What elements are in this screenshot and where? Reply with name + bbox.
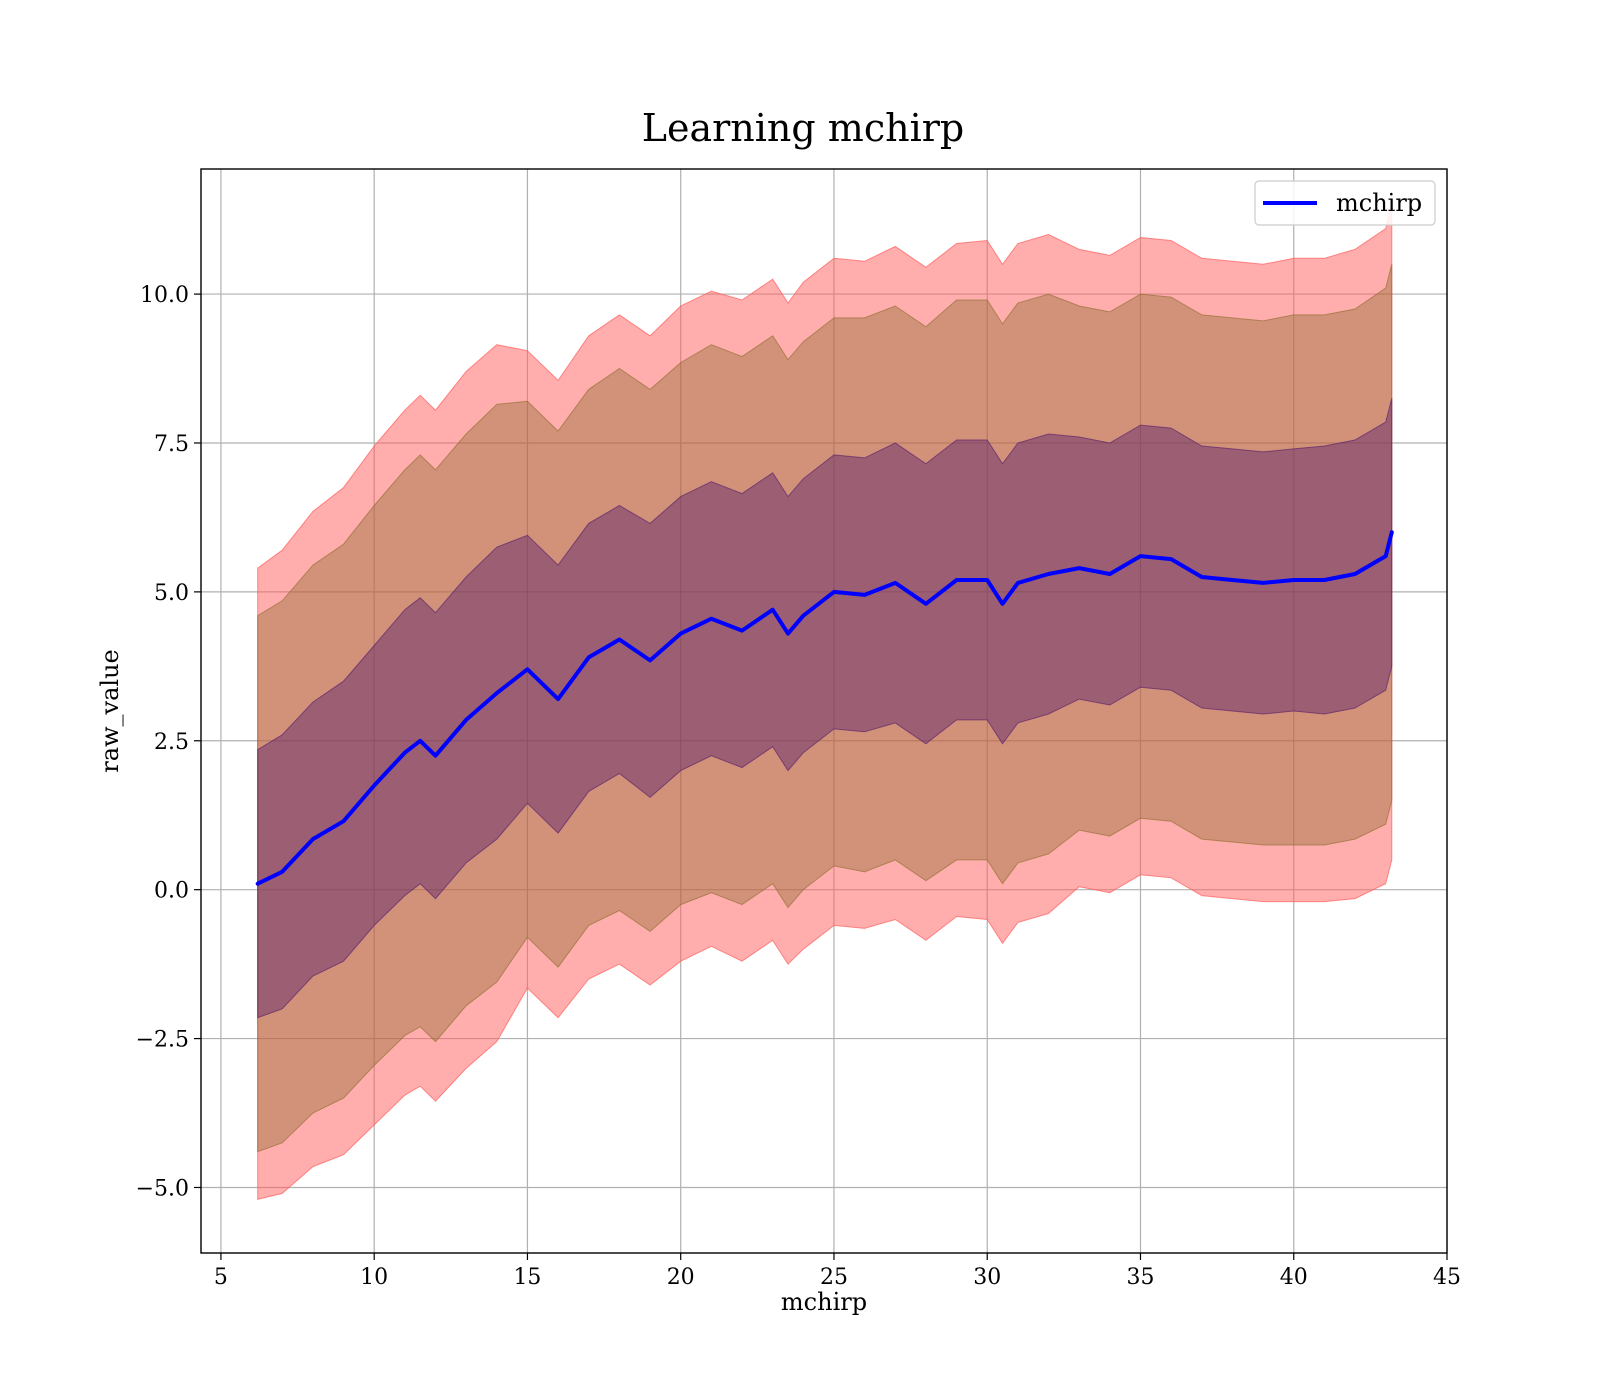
- legend-entry-mchirp: mchirp: [1336, 189, 1422, 217]
- x-tick-label: 20: [667, 1265, 695, 1290]
- confidence-bands: [257, 204, 1393, 1201]
- series-lines: [255, 530, 1394, 886]
- band-1-sigma: [257, 398, 1393, 1019]
- band-2-sigma: [257, 264, 1393, 1153]
- x-tick-label: 30: [973, 1265, 1001, 1290]
- x-axis-label: mchirp: [781, 1288, 867, 1316]
- x-tick-label: 35: [1126, 1265, 1154, 1290]
- x-tick-label: 25: [820, 1265, 848, 1290]
- x-tick-label: 15: [513, 1265, 541, 1290]
- y-tick-label: 10.0: [140, 283, 189, 308]
- y-tick-label: −5.0: [136, 1176, 189, 1201]
- x-tick-label: 5: [214, 1265, 228, 1290]
- y-axis-ticks: −5.0 −2.5 0.0 2.5 5.0 7.5 10.0: [136, 283, 201, 1201]
- x-axis-ticks: 5 10 15 20 25 30 35 40 45: [214, 1253, 1461, 1290]
- legend-box: [1254, 180, 1436, 226]
- plot-area-frame: [200, 168, 1448, 1254]
- y-tick-label: 7.5: [154, 432, 189, 457]
- chart-title: Learning mchirp: [642, 106, 964, 150]
- x-tick-label: 10: [360, 1265, 388, 1290]
- x-tick-label: 40: [1280, 1265, 1308, 1290]
- series-line-mchirp: [255, 530, 1394, 886]
- legend: mchirp: [1254, 180, 1436, 226]
- y-tick-label: 5.0: [154, 581, 189, 606]
- x-tick-label: 45: [1433, 1265, 1461, 1290]
- y-axis-label: raw_value: [96, 649, 124, 773]
- y-tick-label: −2.5: [136, 1028, 189, 1053]
- y-tick-label: 0.0: [154, 879, 189, 904]
- y-tick-label: 2.5: [154, 730, 189, 755]
